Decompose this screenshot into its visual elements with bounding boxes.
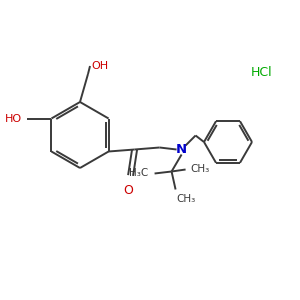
- Text: HCl: HCl: [251, 65, 273, 79]
- Text: N: N: [176, 143, 187, 156]
- Text: HO: HO: [5, 113, 22, 124]
- Text: O: O: [124, 184, 134, 196]
- Text: CH₃: CH₃: [177, 194, 196, 203]
- Text: CH₃: CH₃: [190, 164, 210, 175]
- Text: H₃C: H₃C: [129, 169, 148, 178]
- Text: OH: OH: [91, 61, 108, 71]
